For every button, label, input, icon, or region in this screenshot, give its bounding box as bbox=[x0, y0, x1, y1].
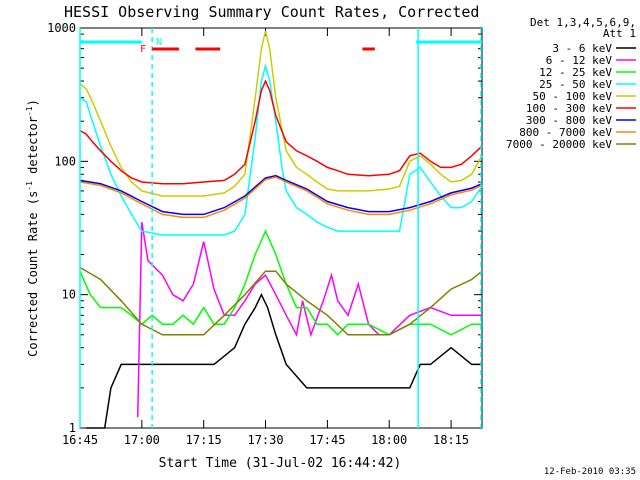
series-line-3 bbox=[79, 63, 483, 236]
x-axis-label: Start Time (31-Jul-02 16:44:42) bbox=[159, 456, 402, 471]
x-tick-label-1: 17:00 bbox=[124, 433, 160, 447]
footer-date: 12-Feb-2010 03:35 bbox=[544, 467, 636, 477]
marker-f: F bbox=[140, 44, 146, 55]
legend-entry-7: 800 - 7000 keV bbox=[519, 126, 612, 139]
x-tick-label-4: 17:45 bbox=[309, 433, 345, 447]
chart-title: HESSI Observing Summary Count Rates, Cor… bbox=[64, 3, 479, 21]
legend-header-2: Att 1 bbox=[603, 27, 636, 40]
series-line-0 bbox=[86, 292, 482, 429]
x-tick-label-0: 16:45 bbox=[62, 433, 98, 447]
y-tick-label-0: 1 bbox=[69, 421, 76, 435]
marker-n: N bbox=[156, 37, 162, 48]
series-line-7 bbox=[79, 176, 483, 219]
series-layer bbox=[79, 30, 483, 429]
axis-ticks: 16:45 17:00 17:15 17:30 17:45 18:00 18:15 1 10 10… bbox=[47, 21, 482, 447]
legend-entry-8: 7000 - 20000 keV bbox=[506, 138, 612, 151]
legend-entry-1: 6 - 12 keV bbox=[546, 54, 613, 67]
y-tick-label-1: 10 bbox=[62, 288, 76, 302]
legend-entry-2: 12 - 25 keV bbox=[539, 66, 612, 79]
series-line-4 bbox=[79, 30, 483, 197]
legend-entry-6: 300 - 800 keV bbox=[526, 114, 612, 127]
x-tick-label-3: 17:30 bbox=[247, 433, 283, 447]
y-tick-label-3: 1000 bbox=[47, 21, 76, 35]
series-line-6 bbox=[79, 174, 483, 216]
series-line-2 bbox=[79, 229, 482, 336]
legend-entry-4: 50 - 100 keV bbox=[533, 90, 613, 103]
legend-entry-5: 100 - 300 keV bbox=[526, 102, 612, 115]
series-line-5 bbox=[79, 79, 483, 185]
legend-entry-3: 25 - 50 keV bbox=[539, 78, 612, 91]
x-tick-label-5: 18:00 bbox=[371, 433, 407, 447]
y-tick-label-2: 100 bbox=[54, 154, 76, 168]
y-axis-label: Corrected Count Rate (s-1 detector-1) bbox=[25, 99, 40, 357]
x-tick-label-6: 18:15 bbox=[433, 433, 469, 447]
legend-header-1: Det 1,3,4,5,6,9, bbox=[530, 16, 636, 29]
legend-entry-0: 3 - 6 keV bbox=[552, 42, 612, 55]
mode-markers: FN bbox=[79, 28, 482, 428]
x-tick-label-2: 17:15 bbox=[186, 433, 222, 447]
